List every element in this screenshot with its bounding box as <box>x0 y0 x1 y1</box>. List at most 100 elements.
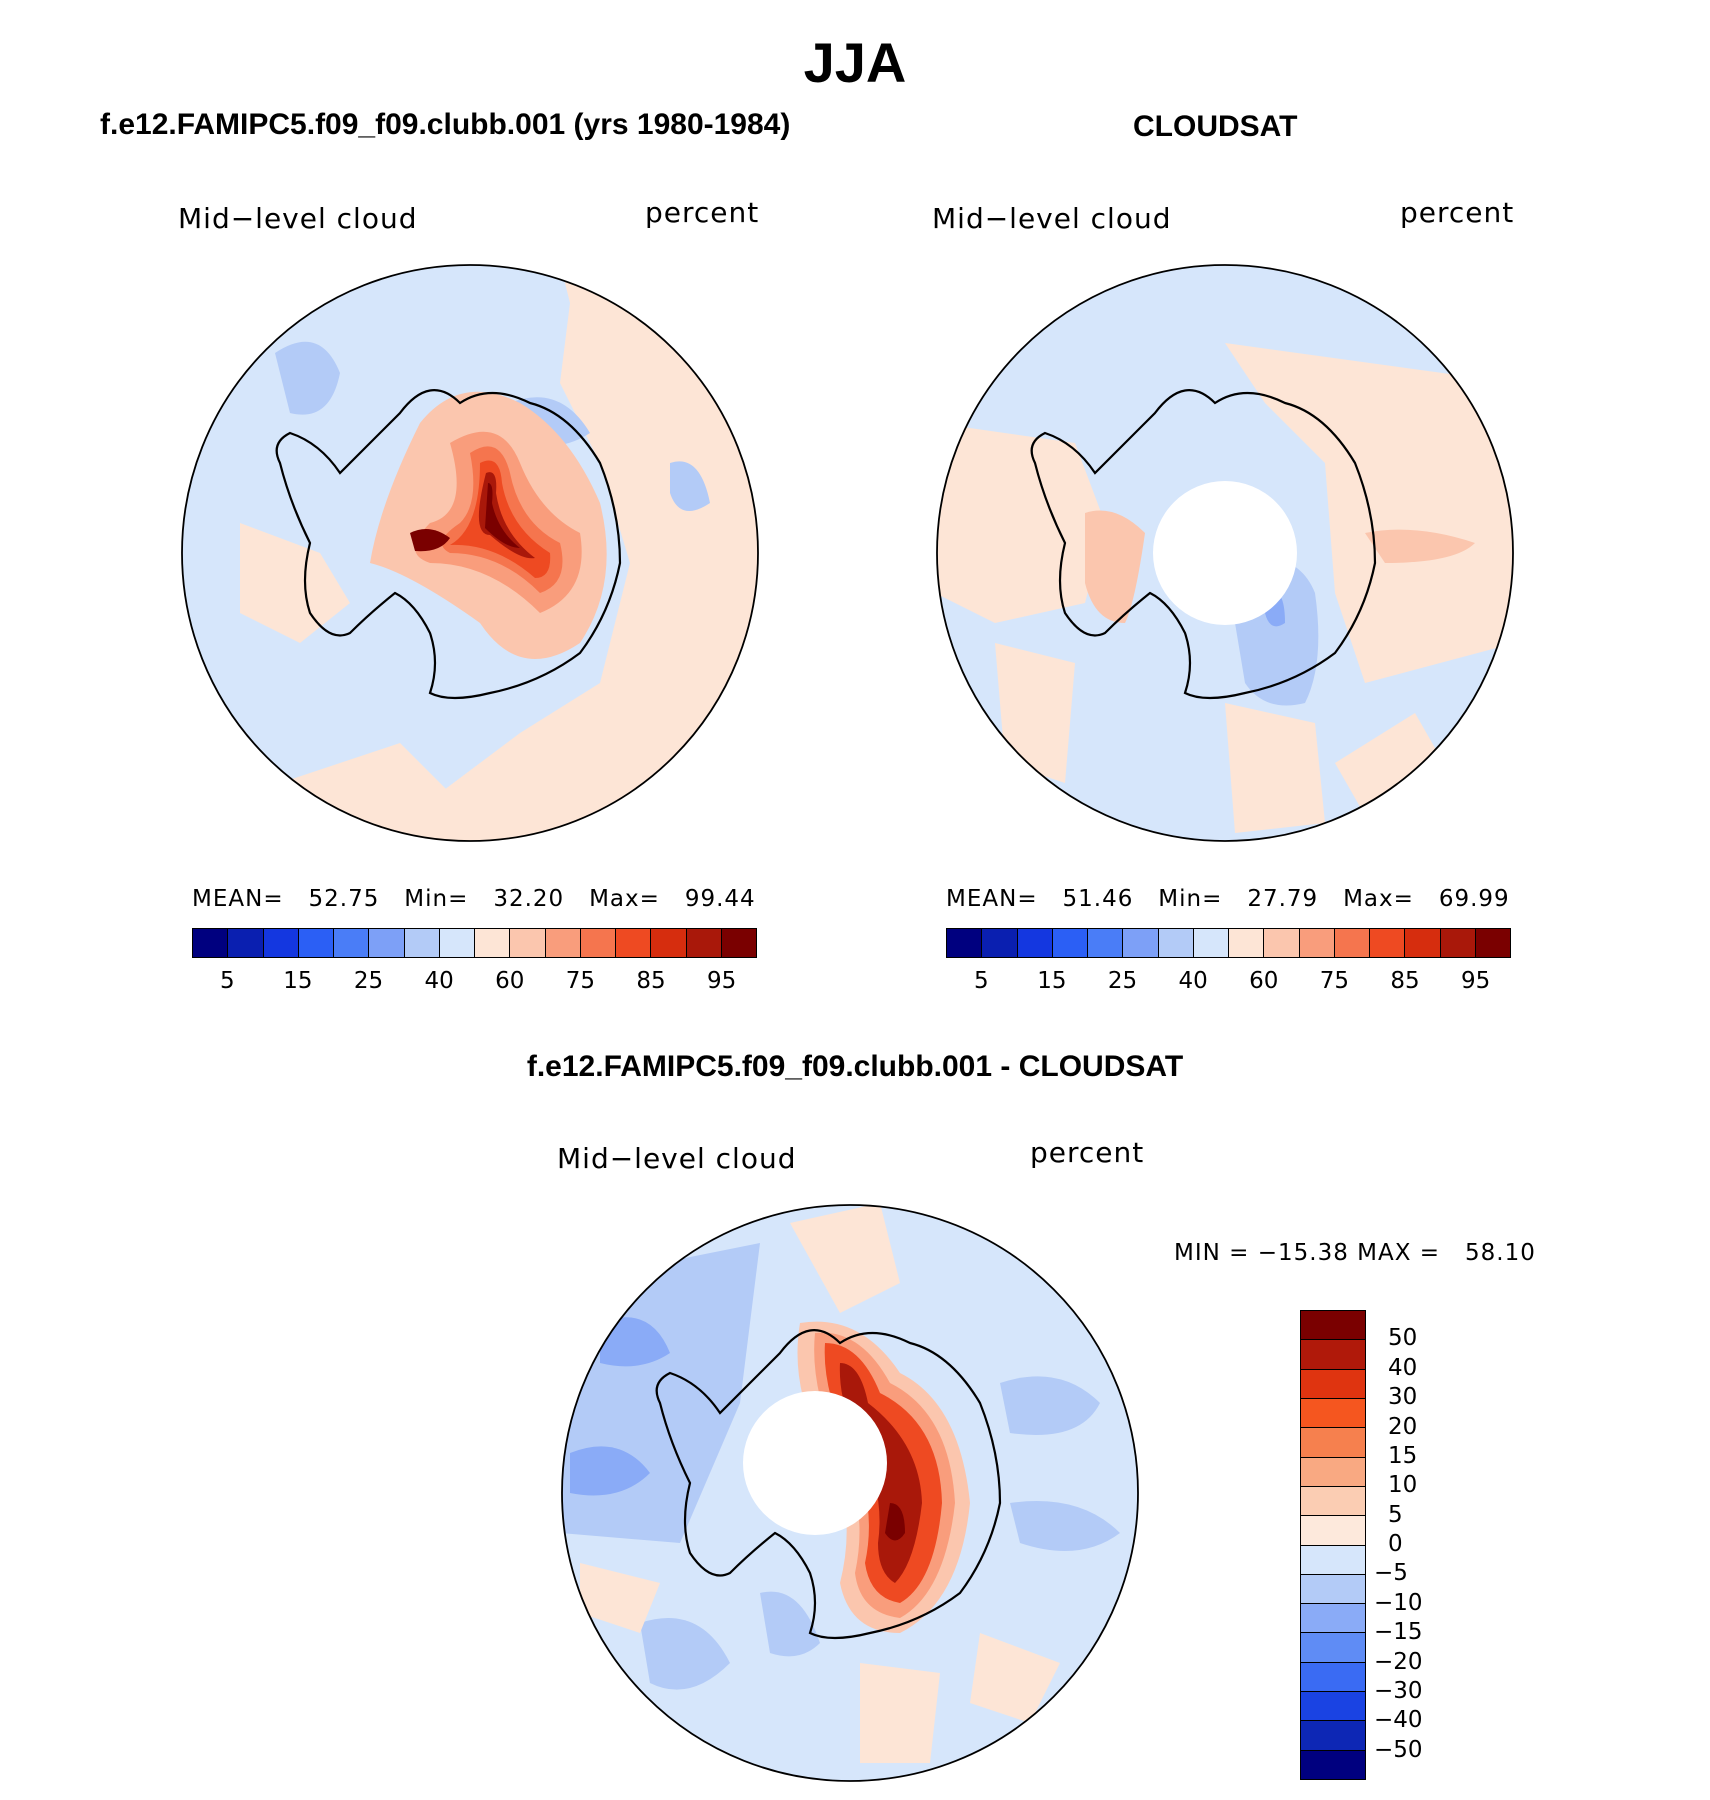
model-map-negative-region <box>275 341 340 415</box>
colorbar-cell <box>298 929 334 957</box>
colorbar-tick-label: 40 <box>1388 1354 1418 1381</box>
colorbar-cell <box>1052 929 1088 957</box>
colorbar-cell <box>1017 929 1053 957</box>
model-stats: MEAN= 52.75 Min= 32.20 Max= 99.44 <box>192 886 756 912</box>
colorbar-cell <box>1301 1516 1365 1546</box>
colorbar-tick-label: −5 <box>1374 1560 1408 1587</box>
colorbar-tick-label: 60 <box>495 968 525 994</box>
colorbar-cell <box>1440 929 1476 957</box>
colorbar-cell <box>1299 929 1335 957</box>
colorbar-tick-label: 15 <box>1037 968 1067 994</box>
obs-polar-map <box>936 264 1514 842</box>
colorbar-tick-label: 95 <box>1461 968 1491 994</box>
colorbar-tick-label: −40 <box>1374 1707 1423 1734</box>
colorbar-tick-label: 5 <box>973 968 989 994</box>
model-map-positive-region <box>380 265 758 841</box>
colorbar-cell <box>651 929 687 957</box>
model-variable-label: Mid−level cloud <box>178 202 418 235</box>
colorbar-cell <box>1301 1721 1365 1751</box>
colorbar-cell <box>1475 929 1510 957</box>
colorbar-cell <box>1158 929 1194 957</box>
colorbar-tick-label: 50 <box>1388 1325 1418 1352</box>
colorbar-tick-label: 85 <box>636 968 666 994</box>
colorbar-tick-label: −10 <box>1374 1589 1423 1616</box>
colorbar-tick-label: 75 <box>1319 968 1350 994</box>
colorbar-cell <box>1301 1750 1365 1779</box>
colorbar-cell <box>510 929 546 957</box>
diff-panel-title: f.e12.FAMIPC5.f09_f09.clubb.001 - CLOUDS… <box>526 1050 1184 1083</box>
colorbar-cell <box>1301 1574 1365 1605</box>
colorbar-tick-label: −30 <box>1374 1677 1423 1704</box>
colorbar-tick-label: 10 <box>1388 1472 1418 1499</box>
antarctica-coastline <box>275 389 622 700</box>
model-units-label: percent <box>645 196 760 229</box>
colorbar-tick-label: −50 <box>1374 1736 1423 1763</box>
model-polar-map <box>181 264 759 842</box>
colorbar-tick-label: 25 <box>353 968 384 994</box>
colorbar-cell <box>475 929 511 957</box>
colorbar-cell <box>545 929 581 957</box>
colorbar-tick-label: 40 <box>424 968 454 994</box>
colorbar-cell <box>1301 1369 1365 1399</box>
obs-colorbar <box>946 928 1511 958</box>
colorbar-cell <box>686 929 722 957</box>
colorbar-tick-label: 25 <box>1107 968 1138 994</box>
colorbar-tick-label: 5 <box>219 968 235 994</box>
colorbar-cell <box>580 929 616 957</box>
colorbar-cell <box>1301 1311 1365 1341</box>
colorbar-cell <box>369 929 405 957</box>
colorbar-cell <box>1264 929 1300 957</box>
colorbar-cell <box>1301 1428 1365 1458</box>
model-colorbar <box>192 928 757 958</box>
colorbar-tick-label: 40 <box>1178 968 1208 994</box>
colorbar-cell <box>404 929 440 957</box>
colorbar-cell <box>1229 929 1265 957</box>
colorbar-cell <box>228 929 264 957</box>
diff-polar-map <box>561 1204 1139 1782</box>
colorbar-cell <box>193 929 229 957</box>
colorbar-cell <box>947 929 983 957</box>
colorbar-cell <box>1301 1340 1365 1370</box>
colorbar-tick-label: 95 <box>707 968 737 994</box>
colorbar-cell <box>263 929 299 957</box>
colorbar-cell <box>1301 1604 1365 1634</box>
diff-missing-data-hole <box>743 1391 887 1535</box>
diff-variable-label: Mid−level cloud <box>557 1142 797 1175</box>
obs-stats: MEAN= 51.46 Min= 27.79 Max= 69.99 <box>946 886 1510 912</box>
obs-units-label: percent <box>1400 196 1515 229</box>
diff-units-label: percent <box>1030 1136 1145 1169</box>
colorbar-cell <box>982 929 1018 957</box>
colorbar-tick-label: 15 <box>283 968 313 994</box>
colorbar-cell <box>721 929 756 957</box>
colorbar-tick-label: 5 <box>1388 1501 1403 1528</box>
obs-variable-label: Mid−level cloud <box>932 202 1172 235</box>
colorbar-tick-label: 30 <box>1388 1384 1418 1411</box>
colorbar-cell <box>334 929 370 957</box>
colorbar-tick-label: 20 <box>1388 1413 1418 1440</box>
colorbar-tick-label: 15 <box>1388 1442 1418 1469</box>
colorbar-cell <box>1334 929 1370 957</box>
colorbar-tick-label: 0 <box>1388 1531 1403 1557</box>
diff-colorbar <box>1300 1310 1366 1780</box>
colorbar-cell <box>1301 1398 1365 1429</box>
model-panel-title: f.e12.FAMIPC5.f09_f09.clubb.001 (yrs 198… <box>100 108 791 141</box>
obs-panel-title: CLOUDSAT <box>1133 110 1298 143</box>
diff-stats: MIN = −15.38 MAX = 58.10 <box>1174 1240 1536 1266</box>
obs-missing-data-hole <box>1153 481 1297 625</box>
colorbar-cell <box>1301 1692 1365 1722</box>
colorbar-cell <box>1301 1486 1365 1517</box>
colorbar-cell <box>616 929 652 957</box>
colorbar-cell <box>1301 1662 1365 1693</box>
colorbar-cell <box>1301 1457 1365 1487</box>
colorbar-cell <box>1301 1545 1365 1575</box>
colorbar-tick-label: −15 <box>1374 1619 1423 1646</box>
colorbar-tick-label: −20 <box>1374 1648 1423 1675</box>
colorbar-cell <box>1301 1633 1365 1663</box>
colorbar-cell <box>1123 929 1159 957</box>
colorbar-cell <box>1193 929 1229 957</box>
colorbar-tick-label: 85 <box>1390 968 1420 994</box>
colorbar-tick-label: 75 <box>565 968 596 994</box>
colorbar-tick-label: 60 <box>1249 968 1279 994</box>
figure-title: JJA <box>803 31 907 94</box>
colorbar-cell <box>1405 929 1441 957</box>
